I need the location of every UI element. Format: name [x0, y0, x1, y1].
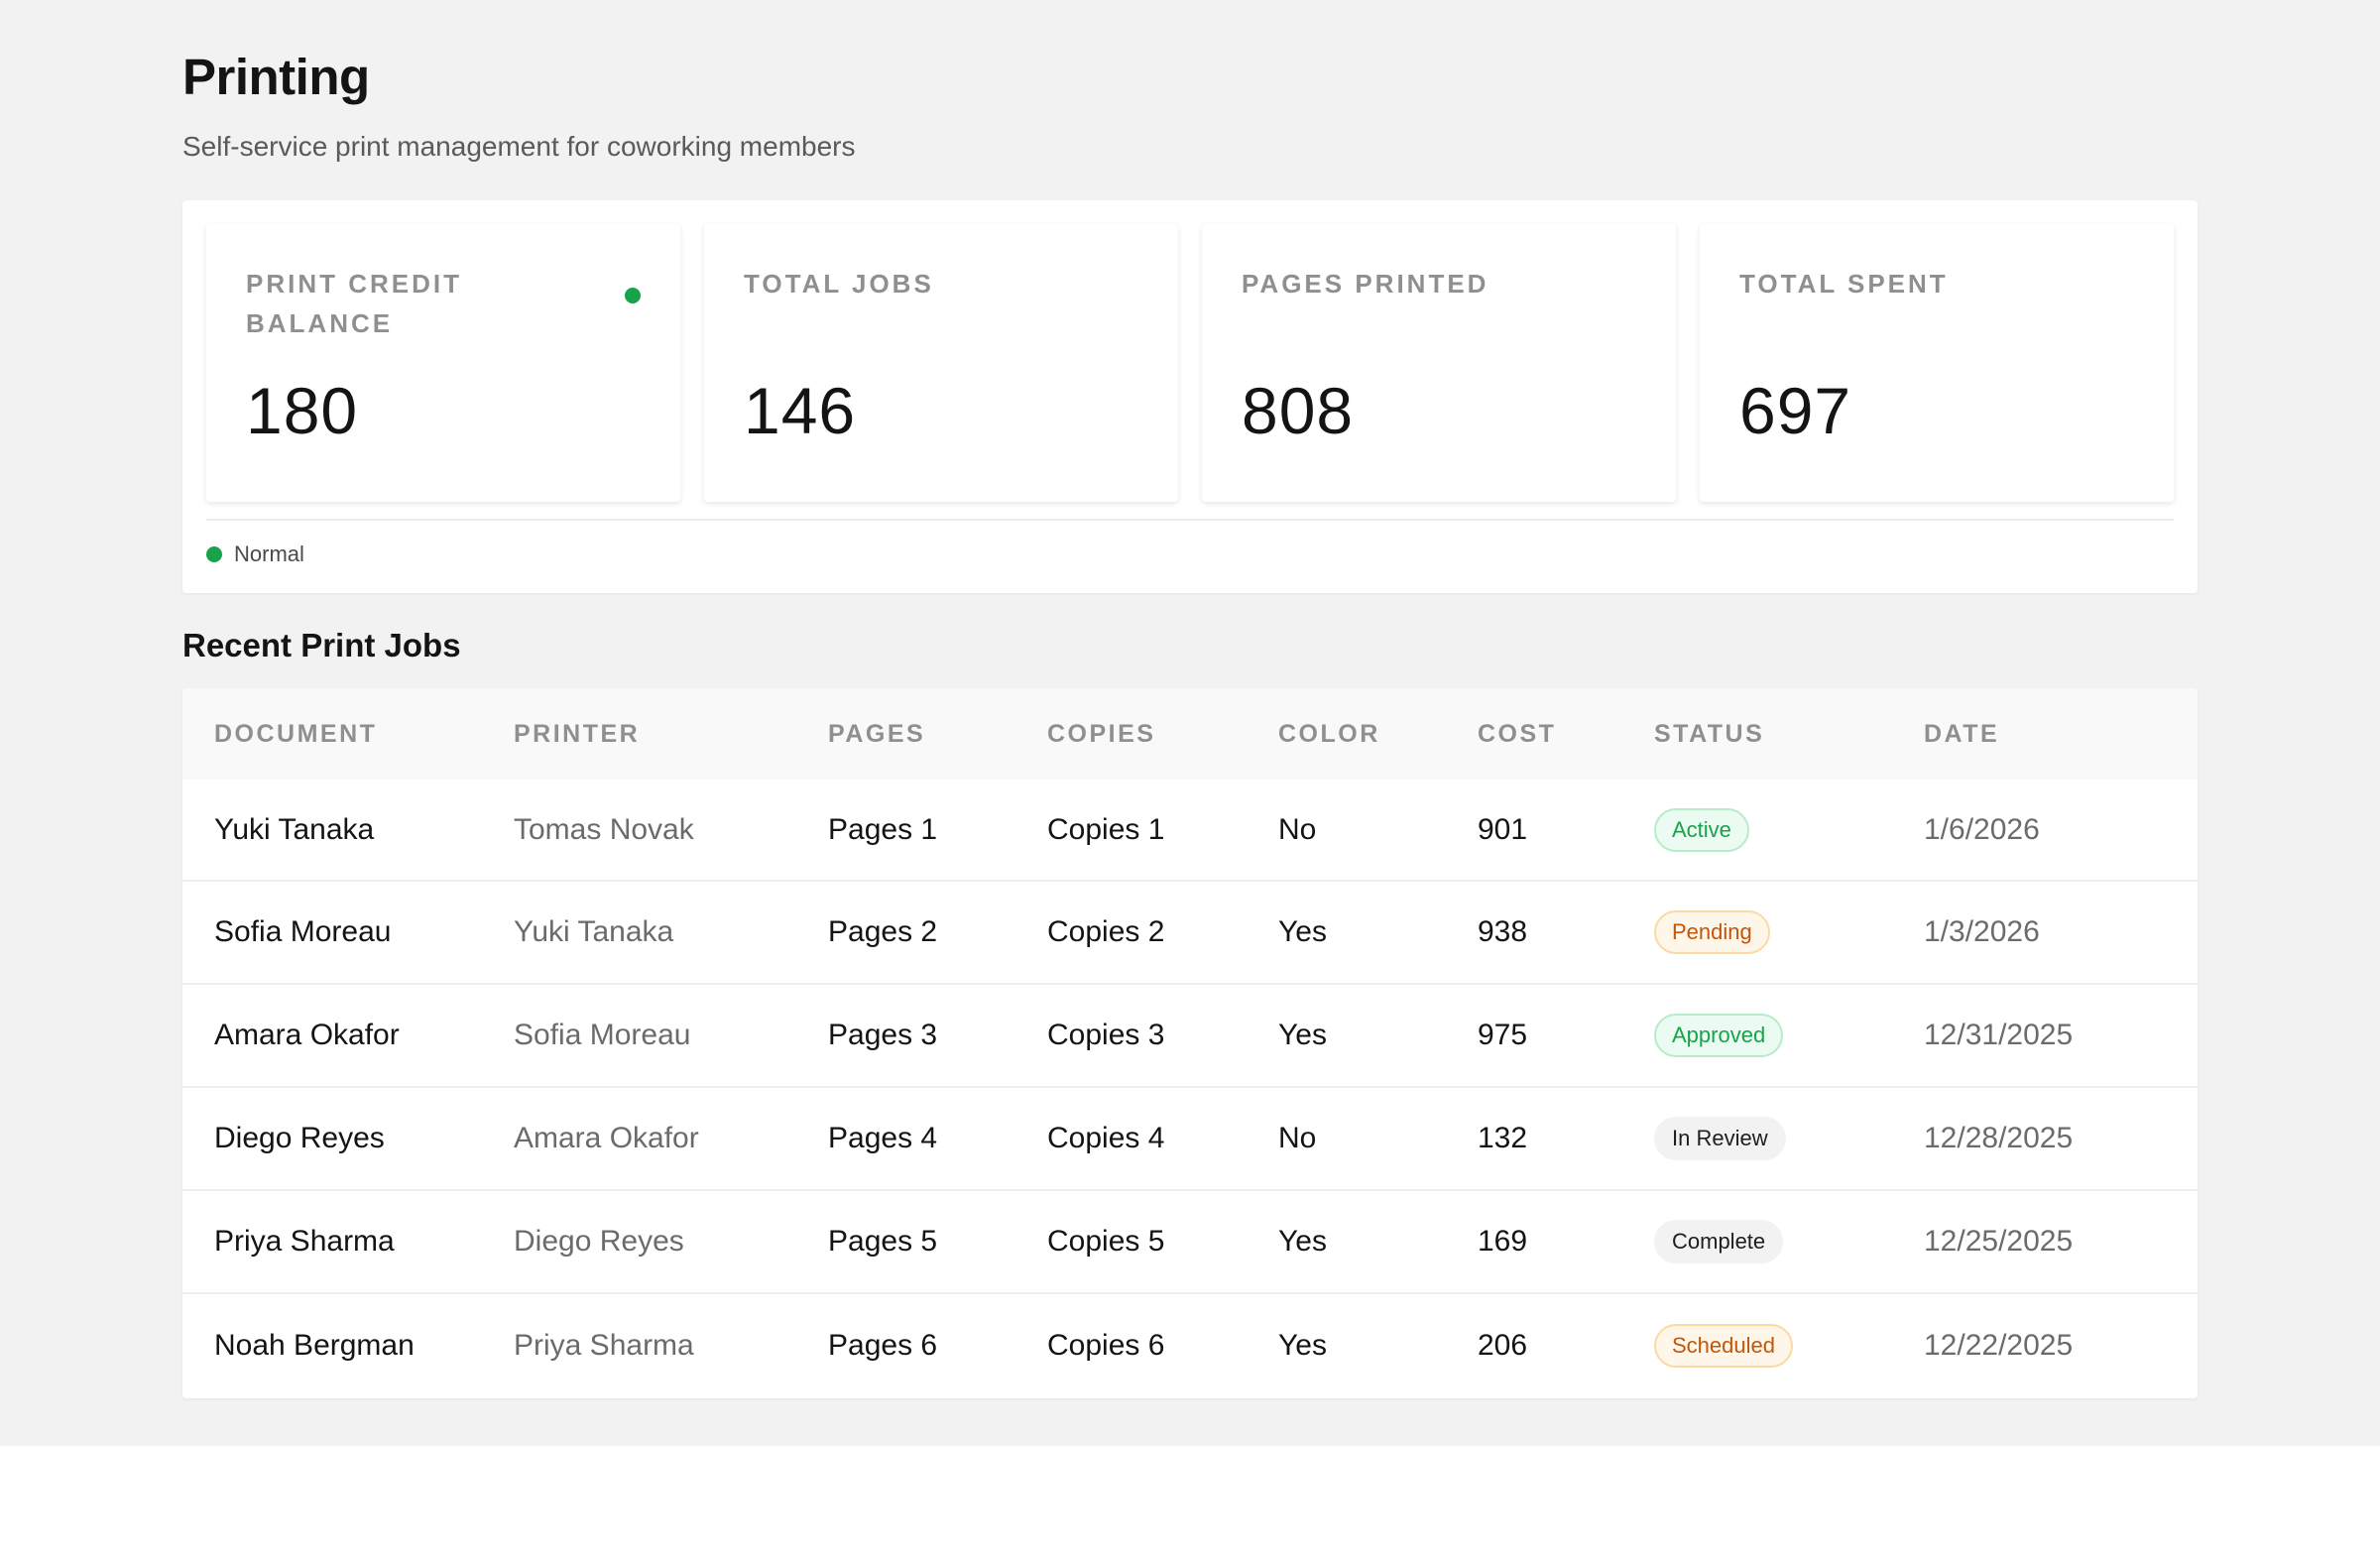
cell-status: In Review	[1654, 1087, 1924, 1190]
cell-printer: Priya Sharma	[514, 1328, 694, 1362]
cell-pages: Pages 1	[828, 812, 938, 846]
cell-color: Yes	[1278, 1225, 1327, 1258]
stat-card-total-spent: TOTAL SPENT 697	[1700, 224, 2174, 502]
status-badge: Scheduled	[1654, 1323, 1793, 1368]
section-title: Recent Print Jobs	[182, 627, 461, 663]
cell-date: 12/28/2025	[1924, 1122, 2074, 1154]
cell-printer: Tomas Novak	[514, 812, 694, 846]
cell-document: Diego Reyes	[214, 1122, 385, 1154]
cell-color: Yes	[1278, 1328, 1327, 1362]
cell-pages: Pages 3	[828, 1019, 938, 1051]
cell-copies: Copies 5	[1047, 1225, 1165, 1258]
cell-copies: Copies 3	[1047, 1019, 1165, 1051]
cell-cost: 206	[1478, 1328, 1528, 1362]
cell-date: 12/25/2025	[1924, 1225, 2074, 1258]
stat-label: TOTAL JOBS	[744, 269, 934, 299]
cell-date: 12/22/2025	[1924, 1328, 2074, 1362]
page-title: Printing	[182, 49, 370, 105]
cell-status: Pending	[1654, 881, 1924, 984]
cell-printer: Diego Reyes	[514, 1225, 684, 1258]
cell-status: Scheduled	[1654, 1293, 1924, 1396]
table-row[interactable]: Amara Okafor Sofia Moreau Pages 3 Copies…	[182, 984, 2198, 1087]
cell-copies: Copies 2	[1047, 915, 1165, 948]
status-badge: Pending	[1654, 910, 1770, 954]
cell-document: Noah Bergman	[214, 1328, 415, 1362]
cell-date: 12/31/2025	[1924, 1019, 2074, 1051]
cell-status: Active	[1654, 780, 1924, 881]
column-header-color[interactable]: COLOR	[1278, 719, 1380, 748]
cell-cost: 938	[1478, 915, 1528, 948]
cell-date: 1/6/2026	[1924, 812, 2040, 846]
column-header-cost[interactable]: COST	[1478, 719, 1557, 748]
cell-copies: Copies 6	[1047, 1328, 1165, 1362]
table-row[interactable]: Priya Sharma Diego Reyes Pages 5 Copies …	[182, 1190, 2198, 1293]
legend-dot-icon	[206, 546, 222, 562]
cell-printer: Yuki Tanaka	[514, 915, 674, 948]
stat-label: PRINT CREDIT BALANCE	[246, 269, 462, 338]
stat-label: TOTAL SPENT	[1739, 269, 1949, 299]
cell-document: Amara Okafor	[214, 1019, 400, 1051]
stat-value: 146	[744, 374, 857, 447]
cell-document: Priya Sharma	[214, 1225, 395, 1258]
print-jobs-table: DOCUMENT PRINTER PAGES COPIES COLOR COST…	[182, 688, 2198, 1398]
cell-cost: 975	[1478, 1019, 1528, 1051]
status-legend: Normal	[206, 538, 304, 571]
cell-cost: 901	[1478, 812, 1528, 846]
column-header-copies[interactable]: COPIES	[1047, 719, 1156, 748]
page-subtitle: Self-service print management for cowork…	[182, 131, 856, 162]
cell-pages: Pages 6	[828, 1328, 938, 1362]
table-row[interactable]: Yuki Tanaka Tomas Novak Pages 1 Copies 1…	[182, 780, 2198, 881]
cell-color: No	[1278, 812, 1317, 846]
column-header-document[interactable]: DOCUMENT	[214, 719, 378, 748]
cell-copies: Copies 1	[1047, 812, 1165, 846]
cell-cost: 132	[1478, 1122, 1528, 1154]
cell-color: No	[1278, 1122, 1317, 1154]
stat-label: PAGES PRINTED	[1242, 269, 1489, 299]
cell-printer: Sofia Moreau	[514, 1019, 691, 1051]
table-row[interactable]: Sofia Moreau Yuki Tanaka Pages 2 Copies …	[182, 881, 2198, 984]
cell-document: Yuki Tanaka	[214, 812, 375, 846]
cell-pages: Pages 4	[828, 1122, 938, 1154]
cell-printer: Amara Okafor	[514, 1122, 699, 1154]
status-badge: Active	[1654, 807, 1749, 852]
column-header-printer[interactable]: PRINTER	[514, 719, 641, 748]
status-dot-icon	[625, 288, 641, 303]
column-header-status[interactable]: STATUS	[1654, 719, 1765, 748]
cell-color: Yes	[1278, 1019, 1327, 1051]
cell-pages: Pages 5	[828, 1225, 938, 1258]
stat-value: 180	[246, 374, 359, 447]
cell-document: Sofia Moreau	[214, 915, 392, 948]
cell-copies: Copies 4	[1047, 1122, 1165, 1154]
stats-panel: PRINT CREDIT BALANCE 180 TOTAL JOBS 146 …	[182, 200, 2198, 593]
cell-status: Approved	[1654, 984, 1924, 1087]
stat-card-pages-printed: PAGES PRINTED 808	[1202, 224, 1676, 502]
stat-card-credit-balance: PRINT CREDIT BALANCE 180	[206, 224, 680, 502]
cell-color: Yes	[1278, 915, 1327, 948]
cell-status: Complete	[1654, 1190, 1924, 1293]
column-header-date[interactable]: DATE	[1924, 719, 2000, 748]
status-badge: Complete	[1654, 1220, 1784, 1263]
column-header-pages[interactable]: PAGES	[828, 719, 926, 748]
stat-value: 808	[1242, 374, 1355, 447]
printing-page: Printing Self-service print management f…	[0, 0, 2380, 1446]
stat-card-total-jobs: TOTAL JOBS 146	[704, 224, 1178, 502]
status-badge: In Review	[1654, 1117, 1786, 1160]
table-header-row: DOCUMENT PRINTER PAGES COPIES COLOR COST…	[182, 688, 2198, 780]
status-badge: Approved	[1654, 1014, 1784, 1057]
divider	[206, 519, 2174, 521]
cell-pages: Pages 2	[828, 915, 938, 948]
table-row[interactable]: Noah Bergman Priya Sharma Pages 6 Copies…	[182, 1293, 2198, 1396]
stat-value: 697	[1739, 374, 1852, 447]
table-row[interactable]: Diego Reyes Amara Okafor Pages 4 Copies …	[182, 1087, 2198, 1190]
cell-cost: 169	[1478, 1225, 1528, 1258]
cell-date: 1/3/2026	[1924, 915, 2040, 948]
legend-label: Normal	[234, 541, 304, 566]
